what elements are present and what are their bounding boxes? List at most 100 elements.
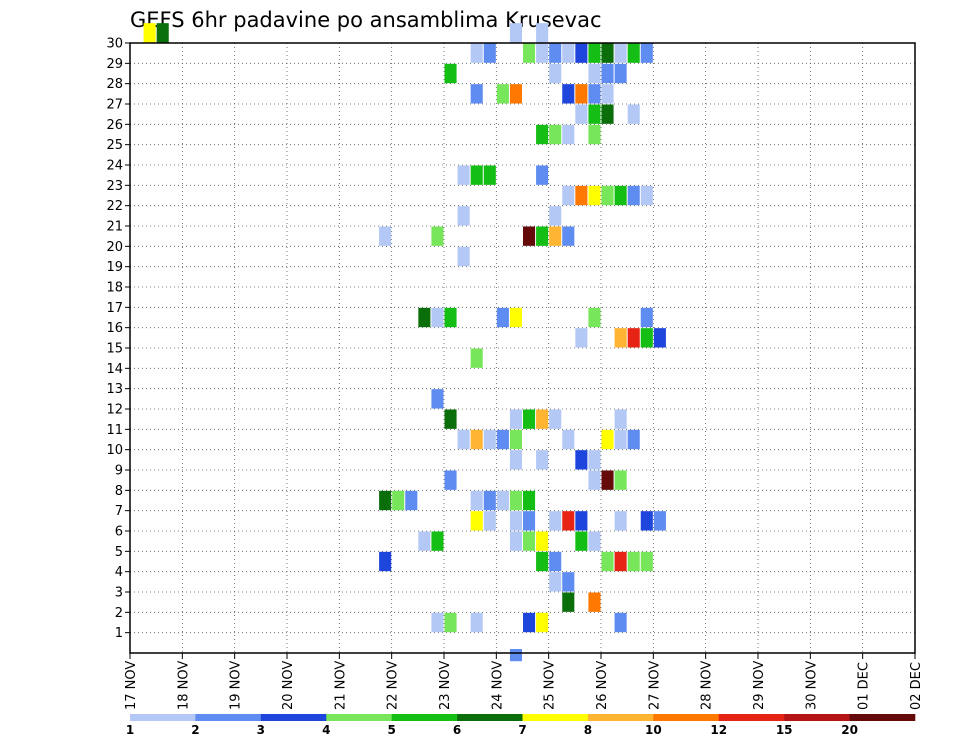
heatmap-cell <box>444 307 457 328</box>
heatmap-cell <box>588 124 601 145</box>
heatmap-cell <box>562 84 575 104</box>
heatmap-cell <box>614 328 627 348</box>
heatmap-cell <box>640 511 653 531</box>
y-tick-label: 21 <box>106 220 123 235</box>
chart-title: GEFS 6hr padavine po ansamblima Krusevac <box>130 8 602 32</box>
legend-swatch <box>522 714 589 721</box>
legend-label: 15 <box>776 723 793 737</box>
heatmap-cell <box>562 592 575 612</box>
heatmap-cell <box>444 612 457 633</box>
heatmap-cell <box>470 511 483 531</box>
x-tick-label: 23 NOV <box>438 661 453 710</box>
color-legend: 1 2 3 4 5 6 7 8 10 12 15 20 <box>126 714 916 737</box>
heatmap-cell <box>156 23 169 43</box>
heatmap-cell <box>418 307 431 328</box>
heatmap-cell <box>588 185 601 206</box>
y-tick-label: 13 <box>106 382 123 397</box>
heatmap-cell <box>470 429 483 450</box>
heatmap-cell <box>614 63 627 84</box>
heatmap-cell <box>640 185 653 206</box>
heatmap-cell <box>627 104 640 124</box>
x-tick-label: 27 NOV <box>647 661 662 710</box>
heatmap-cell <box>549 409 562 429</box>
heatmap-cell <box>496 429 509 450</box>
heatmap-cell <box>523 612 536 633</box>
heatmap-cell <box>653 328 666 348</box>
legend-label: 3 <box>257 723 265 737</box>
heatmap-cell <box>536 23 549 43</box>
legend-swatch <box>326 714 392 721</box>
heatmap-cell <box>627 429 640 450</box>
heatmap-cell <box>601 63 614 84</box>
heatmap-cell <box>614 43 627 63</box>
heatmap-cell <box>575 450 588 470</box>
heatmap-cell <box>523 490 536 511</box>
x-tick-label: 30 NOV <box>804 661 819 710</box>
heatmap-cell <box>575 185 588 206</box>
heatmap-cell <box>496 490 509 511</box>
heatmap-cell <box>601 185 614 206</box>
heatmap-cell <box>549 206 562 226</box>
y-tick-label: 30 <box>106 37 123 52</box>
heatmap-cell <box>653 511 666 531</box>
heatmap-cell <box>640 551 653 572</box>
x-tick-label: 20 NOV <box>281 661 296 710</box>
heatmap-cell <box>601 470 614 490</box>
heatmap-cell <box>483 43 496 63</box>
legend-label: 20 <box>841 723 858 737</box>
heatmap-cell <box>640 328 653 348</box>
y-tick-label: 1 <box>115 626 123 641</box>
y-tick-label: 18 <box>106 281 123 296</box>
heatmap-cell <box>509 23 522 43</box>
heatmap-cell <box>614 185 627 206</box>
heatmap-cell <box>627 185 640 206</box>
heatmap-cell <box>405 490 418 511</box>
heatmap-cell <box>588 63 601 84</box>
heatmap-cell <box>549 551 562 572</box>
heatmap-cell <box>601 84 614 104</box>
heatmap-cell <box>379 551 392 572</box>
heatmap-cell <box>431 226 444 246</box>
heatmap-cell <box>523 531 536 551</box>
heatmap-cell <box>627 551 640 572</box>
heatmap-cell <box>601 551 614 572</box>
x-tick-label: 25 NOV <box>543 661 558 710</box>
heatmap-cell <box>640 307 653 328</box>
heatmap-cell <box>588 592 601 612</box>
heatmap-cell <box>549 124 562 145</box>
heatmap-cell <box>588 104 601 124</box>
y-tick-label: 19 <box>106 260 123 275</box>
heatmap-cell <box>470 165 483 185</box>
heatmap-cell <box>392 490 405 511</box>
y-tick-label: 25 <box>106 138 123 153</box>
legend-swatch <box>195 714 262 721</box>
heatmap-cell <box>457 165 470 185</box>
y-tick-label: 8 <box>115 484 123 499</box>
heatmap-cell <box>549 63 562 84</box>
x-tick-label: 02 DEC <box>909 662 924 710</box>
heatmap-cell <box>575 511 588 531</box>
heatmap-cell <box>536 165 549 185</box>
y-tick-label: 5 <box>115 545 123 560</box>
legend-swatch <box>587 714 654 721</box>
heatmap-cell <box>509 84 522 104</box>
heatmap-cell <box>431 612 444 633</box>
heatmap-cell <box>523 43 536 63</box>
heatmap-cell <box>601 104 614 124</box>
heatmap-cell <box>509 429 522 450</box>
heatmap-cell <box>470 612 483 633</box>
heatmap-cell <box>536 531 549 551</box>
heatmap-cell <box>496 307 509 328</box>
heatmap-cell <box>575 531 588 551</box>
heatmap-cell <box>470 348 483 368</box>
heatmap-cell <box>536 43 549 63</box>
x-tick-label: 18 NOV <box>176 661 191 710</box>
y-tick-label: 23 <box>106 179 123 194</box>
x-tick-label: 22 NOV <box>386 661 401 710</box>
heatmap-cell <box>483 490 496 511</box>
heatmap-cell <box>575 84 588 104</box>
x-axis: 17 NOV 18 NOV 19 NOV 20 NOV 21 NOV 22 NOV 23 N… <box>124 653 924 710</box>
x-tick-label: 28 NOV <box>700 661 715 710</box>
legend-label: 2 <box>191 723 199 737</box>
heatmap-cell <box>562 124 575 145</box>
